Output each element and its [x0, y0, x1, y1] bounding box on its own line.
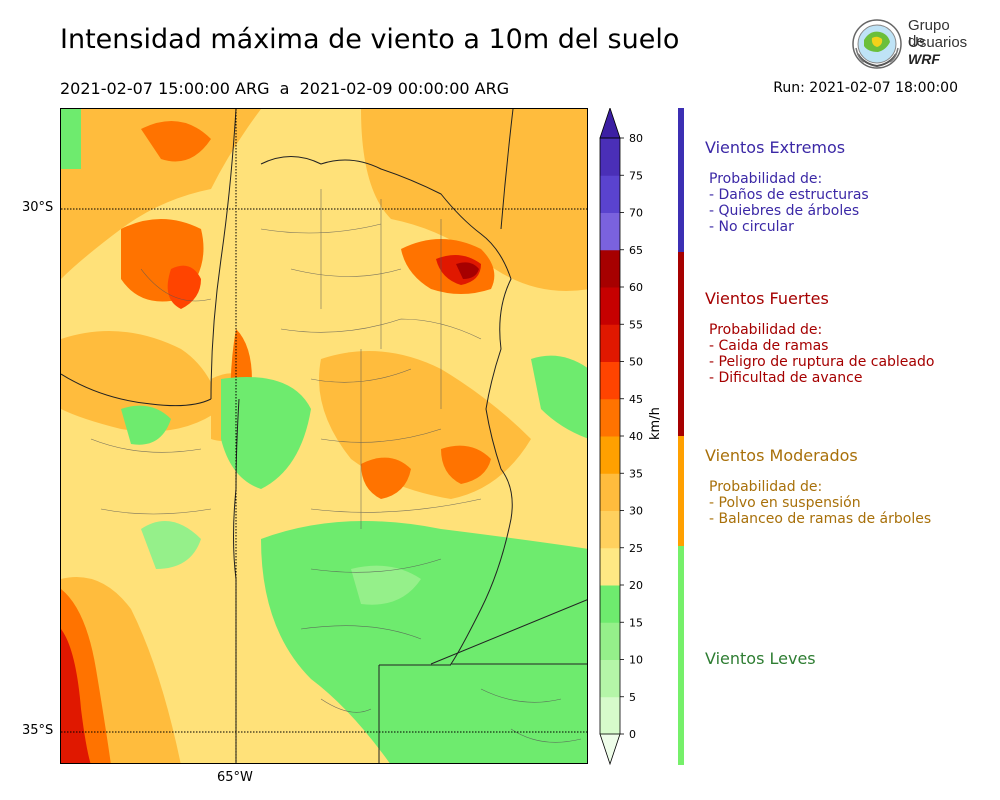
category-bar-moderados: [678, 436, 684, 546]
description-item: - Caida de ramas: [709, 338, 829, 354]
wind-colorbar: 0 5 10 15 20 25 30 35 40 45 50 55 60 65 70 75 80: [599, 108, 643, 766]
description-item: - Dificultad de avance: [709, 370, 863, 386]
description-item: - Polvo en suspensión: [709, 495, 861, 511]
colorbar-segment: [600, 622, 620, 660]
category-leves: Vientos Leves: [705, 649, 816, 668]
time-period: 2021-02-07 15:00:00 ARG a 2021-02-09 00:…: [60, 79, 510, 98]
description-heading: Probabilidad de:: [709, 479, 823, 495]
description-item: - No circular: [709, 219, 794, 235]
colorbar-tick-label: 80: [629, 132, 643, 145]
category-bar-leves: [678, 546, 684, 765]
colorbar-segment: [600, 175, 620, 213]
logo-text-line1: Grupo de: [908, 17, 950, 50]
colorbar-tick-label: 70: [629, 207, 643, 220]
colorbar-tick-label: 10: [629, 654, 643, 667]
colorbar-extend-max: [599, 108, 621, 139]
category-title: Vientos Leves: [705, 649, 816, 668]
category-extremos: Vientos Extremos Probabilidad de: - Daño…: [705, 138, 869, 235]
colorbar-segment: [600, 138, 620, 176]
colorbar-segment: [600, 324, 620, 362]
colorbar-segment: [600, 473, 620, 511]
colorbar-tick-label: 60: [629, 281, 643, 294]
logo-text-line2: Usuarios: [908, 34, 968, 51]
description-item: - Balanceo de ramas de árboles: [709, 511, 932, 527]
colorbar-tick-label: 30: [629, 505, 643, 518]
colorbar-tick-label: 25: [629, 542, 643, 555]
run-time: Run: 2021-02-07 18:00:00: [773, 80, 958, 96]
wind-map: [60, 108, 588, 764]
category-description: Probabilidad de: - Polvo en suspensión -…: [705, 479, 931, 527]
category-title: Vientos Moderados: [705, 446, 858, 465]
colorbar-tick-label: 5: [629, 691, 636, 704]
category-bar-extremos: [678, 108, 684, 252]
colorbar-tick-label: 0: [629, 728, 636, 741]
colorbar-segment: [600, 547, 620, 586]
category-bar-fuertes: [678, 252, 684, 436]
lon-label-65w: 65°W: [217, 770, 253, 785]
logo-text-line3: WRF: [908, 51, 940, 67]
lat-label-30s: 30°S: [22, 200, 54, 215]
colorbar-segment: [600, 398, 620, 437]
description-heading: Probabilidad de:: [709, 322, 823, 338]
colorbar-segment: [600, 510, 620, 549]
map-title: Intensidad máxima de viento a 10m del su…: [60, 24, 680, 55]
lat-label-35s: 35°S: [22, 723, 54, 738]
description-item: - Peligro de ruptura de cableado: [709, 354, 935, 370]
colorbar-tick-label: 45: [629, 393, 643, 406]
globe-seal-icon: [852, 19, 902, 69]
colorbar-segment: [600, 249, 620, 288]
colorbar-tick-label: 15: [629, 616, 643, 629]
colorbar-segment: [600, 696, 620, 735]
colorbar-tick-label: 35: [629, 467, 643, 480]
colorbar-tick-label: 20: [629, 579, 643, 592]
colorbar-segment: [600, 585, 620, 623]
category-moderados: Vientos Moderados Probabilidad de: - Pol…: [705, 446, 931, 527]
category-title: Vientos Extremos: [705, 138, 846, 157]
category-fuertes: Vientos Fuertes Probabilidad de: - Caida…: [705, 289, 934, 386]
colorbar-segment: [600, 287, 620, 325]
colorbar-segment: [600, 436, 620, 474]
colorbar-tick-label: 75: [629, 169, 643, 182]
grupo-wrf-logo: Grupo de Usuarios WRF: [850, 18, 970, 72]
category-description: Probabilidad de: - Caida de ramas - Peli…: [705, 322, 934, 386]
description-heading: Probabilidad de:: [709, 171, 823, 187]
category-description: Probabilidad de: - Daños de estructuras …: [705, 171, 869, 235]
colorbar-tick-label: 55: [629, 318, 643, 331]
description-item: - Quiebres de árboles: [709, 203, 860, 219]
description-item: - Daños de estructuras: [709, 187, 869, 203]
wind-map-canvas: [61, 109, 587, 763]
category-title: Vientos Fuertes: [705, 289, 829, 308]
colorbar-tick-label: 65: [629, 244, 643, 257]
colorbar-extend-min: [599, 733, 621, 766]
colorbar-tick-label: 50: [629, 356, 643, 369]
colorbar-segment: [600, 361, 620, 400]
colorbar-tick-label: 40: [629, 430, 643, 443]
colorbar-segment: [600, 659, 620, 698]
colorbar-units: km/h: [648, 407, 663, 440]
colorbar-segment: [600, 212, 620, 251]
